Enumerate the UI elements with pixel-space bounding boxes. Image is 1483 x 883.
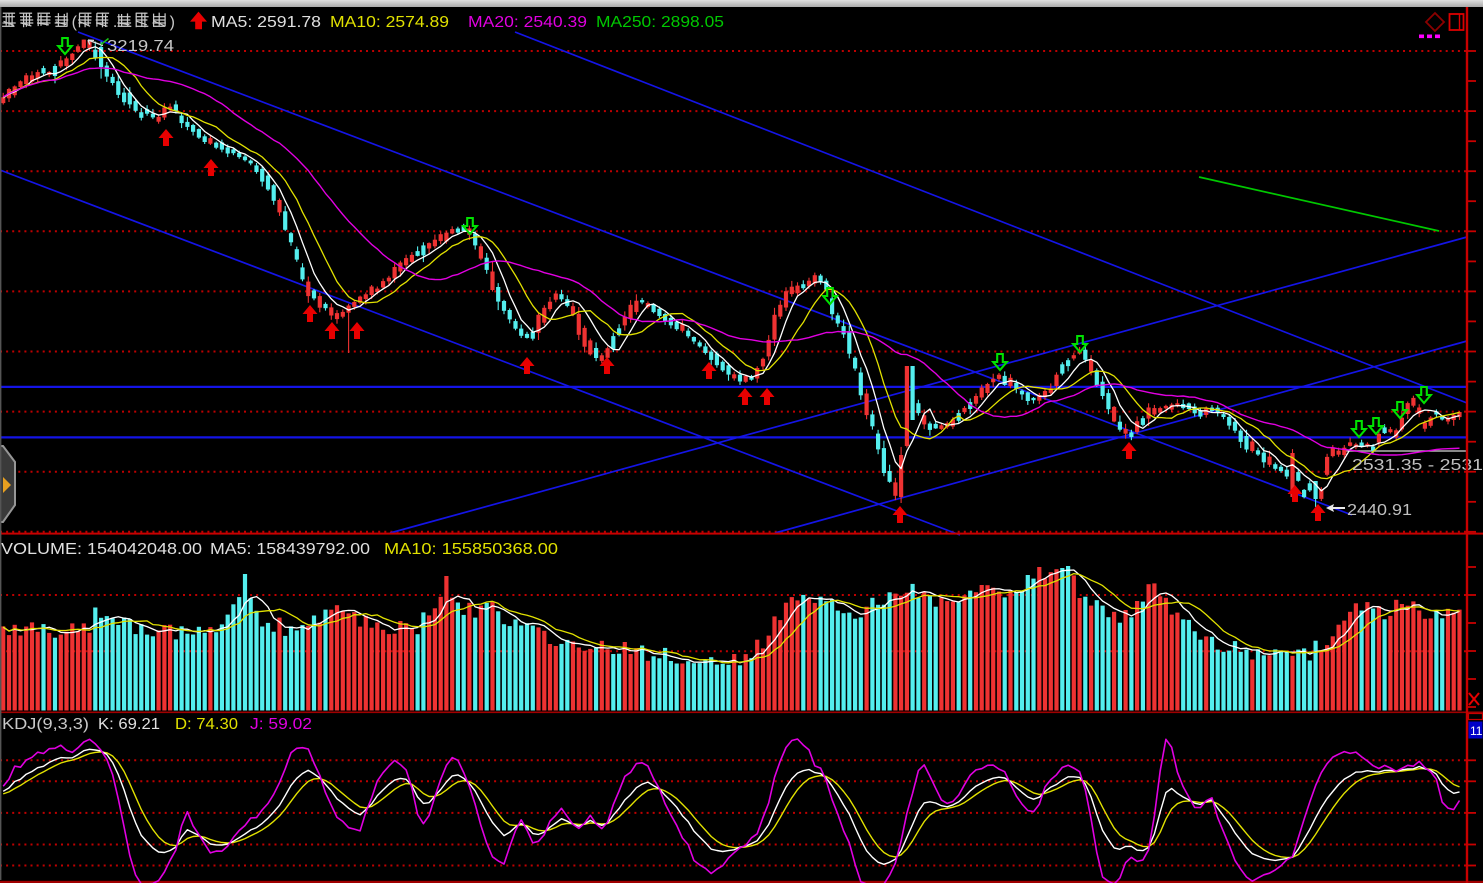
svg-text:MA5: 2591.78: MA5: 2591.78 [211,14,321,31]
svg-text:2531.35 - 2531: 2531.35 - 2531 [1352,457,1483,474]
svg-text:MA5: 158439792.00: MA5: 158439792.00 [210,541,370,558]
svg-text:D: 74.30: D: 74.30 [175,716,238,733]
svg-text:MA10: 155850368.00: MA10: 155850368.00 [384,541,558,558]
svg-text:MA10: 2574.89: MA10: 2574.89 [330,14,449,31]
svg-text:MA20: 2540.39: MA20: 2540.39 [468,14,587,31]
svg-text:K: 69.21: K: 69.21 [98,716,160,733]
svg-text:MA250: 2898.05: MA250: 2898.05 [596,14,724,31]
svg-text:): ) [170,14,175,31]
svg-text:VOLUME: 154042048.00: VOLUME: 154042048.00 [1,541,202,558]
svg-text:3219.74: 3219.74 [107,38,174,55]
svg-text:(: ( [72,14,78,31]
svg-text:.: . [113,14,117,31]
svg-text:11: 11 [1470,724,1483,738]
svg-text:2440.91: 2440.91 [1347,502,1412,519]
svg-text:KDJ(9,3,3): KDJ(9,3,3) [2,716,89,733]
svg-text:J: 59.02: J: 59.02 [250,716,312,733]
